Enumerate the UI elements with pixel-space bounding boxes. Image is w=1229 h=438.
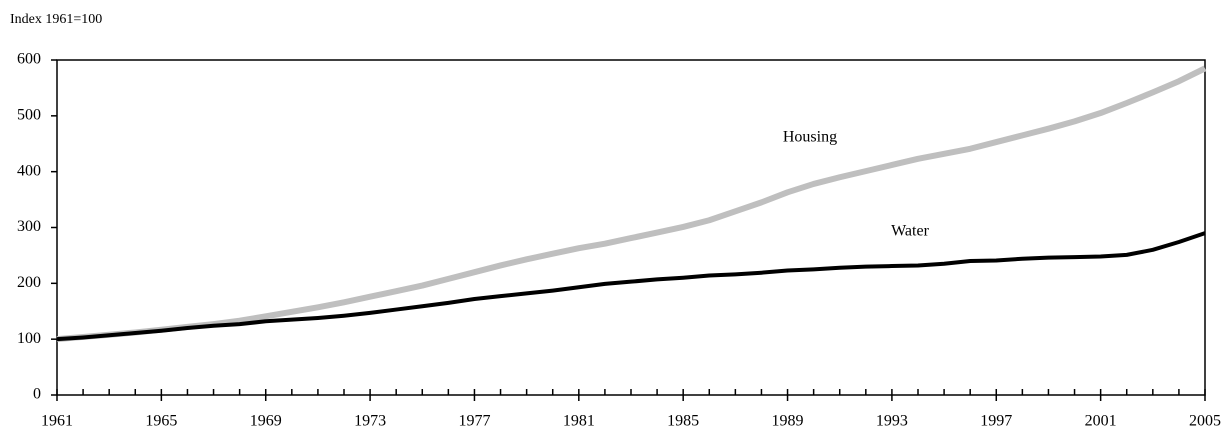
y-tick-label: 600 bbox=[17, 51, 41, 68]
x-tick-label: 1985 bbox=[667, 413, 699, 430]
y-tick-label: 100 bbox=[17, 330, 41, 347]
x-tick-label: 2001 bbox=[1085, 413, 1117, 430]
x-tick-label: 1961 bbox=[41, 413, 73, 430]
series-line bbox=[56, 65, 1207, 343]
x-tick-label: 1969 bbox=[250, 413, 282, 430]
y-tick-label: 0 bbox=[33, 386, 41, 403]
plot-frame bbox=[56, 59, 1206, 396]
x-tick-label: 1993 bbox=[876, 413, 908, 430]
y-tick-label: 200 bbox=[17, 274, 41, 291]
x-tick-label: 1989 bbox=[772, 413, 804, 430]
x-tick-label: 1997 bbox=[980, 413, 1012, 430]
series-label: Water bbox=[891, 223, 929, 240]
x-tick-label: 1981 bbox=[563, 413, 595, 430]
x-tick-label: 2005 bbox=[1189, 413, 1221, 430]
series-label: Housing bbox=[783, 129, 837, 146]
series-line bbox=[56, 231, 1206, 342]
x-tick-label: 1965 bbox=[145, 413, 177, 430]
x-tick-label: 1973 bbox=[354, 413, 386, 430]
x-tick-label: 1977 bbox=[458, 413, 490, 430]
y-tick-label: 500 bbox=[17, 107, 41, 124]
y-tick-label: 400 bbox=[17, 162, 41, 179]
y-tick-label: 300 bbox=[17, 218, 41, 235]
y-axis-label: Index 1961=100 bbox=[10, 12, 102, 27]
